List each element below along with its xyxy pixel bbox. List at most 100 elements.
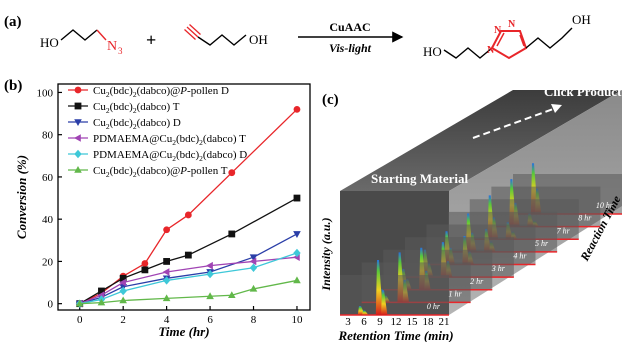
legend-entry: PDMAEMA@Cu2(bdc)2(dabco) T xyxy=(68,133,246,147)
y-tick-label: 60 xyxy=(42,172,54,184)
product-oh-label: OH xyxy=(572,12,591,27)
x-tick-label: 2 xyxy=(120,314,126,326)
reaction-time-tick: 7 hr xyxy=(557,226,571,235)
triazole-n3: N xyxy=(508,19,516,30)
reaction-time-tick: 5 hr xyxy=(535,239,549,248)
panel-a: (a) HO N 3 + OH CuAAC Vis-light HO xyxy=(4,12,591,60)
product-ho-label: HO xyxy=(423,44,442,59)
product-peak xyxy=(375,260,383,315)
progress-arrow-line xyxy=(472,107,557,139)
progress-arrowhead xyxy=(551,104,562,113)
y-tick-label: 40 xyxy=(42,214,54,226)
data-point xyxy=(97,298,106,306)
data-point xyxy=(228,169,236,177)
legend-entry: Cu2(bdc)2(dabco)@P-pollen D xyxy=(68,85,229,99)
arrow-label-top: CuAAC xyxy=(329,20,370,34)
legend-entry: Cu2(bdc)2(dabco)@P-pollen T xyxy=(68,165,228,179)
triazole-n2: N xyxy=(494,25,502,36)
data-point xyxy=(119,274,127,282)
retention-tick-label: 3 xyxy=(345,316,351,328)
data-point xyxy=(184,251,192,259)
reaction-time-tick: 8 hr xyxy=(578,214,592,223)
data-point xyxy=(98,287,105,295)
x-tick-label: 10 xyxy=(291,314,303,326)
chromatogram-traces xyxy=(340,163,622,316)
product-right-chain xyxy=(525,27,573,49)
reaction-time-tick: 0 hr xyxy=(427,302,441,311)
retention-tick-label: 21 xyxy=(439,316,450,328)
starting-material-peak-shoulder xyxy=(362,310,369,315)
legend-label: PDMAEMA@Cu2(bdc)2(dabco) D xyxy=(93,149,247,163)
retention-tick-label: 12 xyxy=(391,316,402,328)
product-peak-shoulder xyxy=(381,290,388,315)
legend-label: PDMAEMA@Cu2(bdc)2(dabco) T xyxy=(93,133,246,147)
data-point xyxy=(293,231,301,238)
y-tick-label: 0 xyxy=(48,299,54,311)
panel-b-label: (b) xyxy=(4,78,22,94)
legend-entry: PDMAEMA@Cu2(bdc)2(dabco) D xyxy=(68,149,247,163)
data-point xyxy=(119,286,127,296)
series-line xyxy=(79,279,298,305)
retention-tick-label: 6 xyxy=(361,316,367,328)
data-point xyxy=(75,299,84,307)
data-point xyxy=(163,258,171,265)
triazole-ring xyxy=(490,30,528,60)
data-point xyxy=(119,296,127,304)
reaction-arrow: CuAAC Vis-light xyxy=(298,20,404,55)
legend-label: Cu2(bdc)2(dabco) T xyxy=(93,101,180,115)
legend-marker xyxy=(74,86,82,94)
series-6 xyxy=(75,276,301,307)
data-point xyxy=(162,268,170,276)
legend-entry: Cu2(bdc)2(dabco) D xyxy=(68,117,181,131)
reaction-time-tick: 3 hr xyxy=(491,264,506,273)
click-product-label: Click Product xyxy=(544,84,622,99)
product-left-chain xyxy=(443,47,493,59)
reaction-time-tick: 4 hr xyxy=(513,252,527,261)
legend: Cu2(bdc)2(dabco)@P-pollen D Cu2(bdc)2(dab… xyxy=(68,85,247,179)
chromatogram-back-wall xyxy=(340,90,622,191)
data-point xyxy=(163,226,171,234)
reactant-alkyne: OH xyxy=(184,24,268,47)
series-4 xyxy=(75,253,300,308)
legend-marker xyxy=(74,134,81,142)
plot-frame xyxy=(57,83,311,311)
legend-marker xyxy=(74,119,82,126)
y-tick-label: 100 xyxy=(37,87,54,99)
data-point xyxy=(293,276,301,284)
legend-marker xyxy=(74,149,82,159)
data-point xyxy=(162,294,171,302)
data-point xyxy=(119,278,126,287)
legend-label: Cu2(bdc)2(dabco)@P-pollen T xyxy=(93,165,228,179)
data-point xyxy=(249,263,258,272)
retention-time-label: Retention Time (min) xyxy=(337,328,453,342)
retention-tick-label: 15 xyxy=(407,316,419,328)
azide-n-label: N xyxy=(107,39,117,54)
retention-tick-label: 9 xyxy=(377,316,383,328)
data-point xyxy=(141,266,149,274)
reaction-time-tick: 1 hr xyxy=(449,289,463,298)
data-point xyxy=(293,248,301,258)
product-triazole: HO N N N OH xyxy=(423,12,591,60)
data-point xyxy=(293,194,301,202)
x-tick-label: 0 xyxy=(77,314,83,326)
data-point xyxy=(206,269,214,279)
reaction-time-tick: 2 hr xyxy=(470,277,484,286)
retention-tick-label: 18 xyxy=(423,316,435,328)
x-tick-label: 4 xyxy=(164,314,170,326)
reaction-time-labels: 10 hr 8 hr 7 hr 5 hr 4 hr 3 hr 2 hr 1 hr 0 hr xyxy=(427,201,614,311)
data-point xyxy=(249,254,258,262)
legend-marker xyxy=(74,102,82,110)
data-point xyxy=(249,284,258,292)
y-tick-label: 20 xyxy=(42,256,54,268)
x-axis-label: Time (hr) xyxy=(158,324,209,339)
data-point xyxy=(141,260,149,267)
data-point xyxy=(293,105,301,113)
reactant2-chain xyxy=(197,34,247,46)
arrow-label-bottom: Vis-light xyxy=(329,41,372,55)
reaction-time-tick: 10 hr xyxy=(596,201,614,210)
reactant1-chain xyxy=(60,29,98,41)
reactant1-ho-label: HO xyxy=(40,35,59,50)
